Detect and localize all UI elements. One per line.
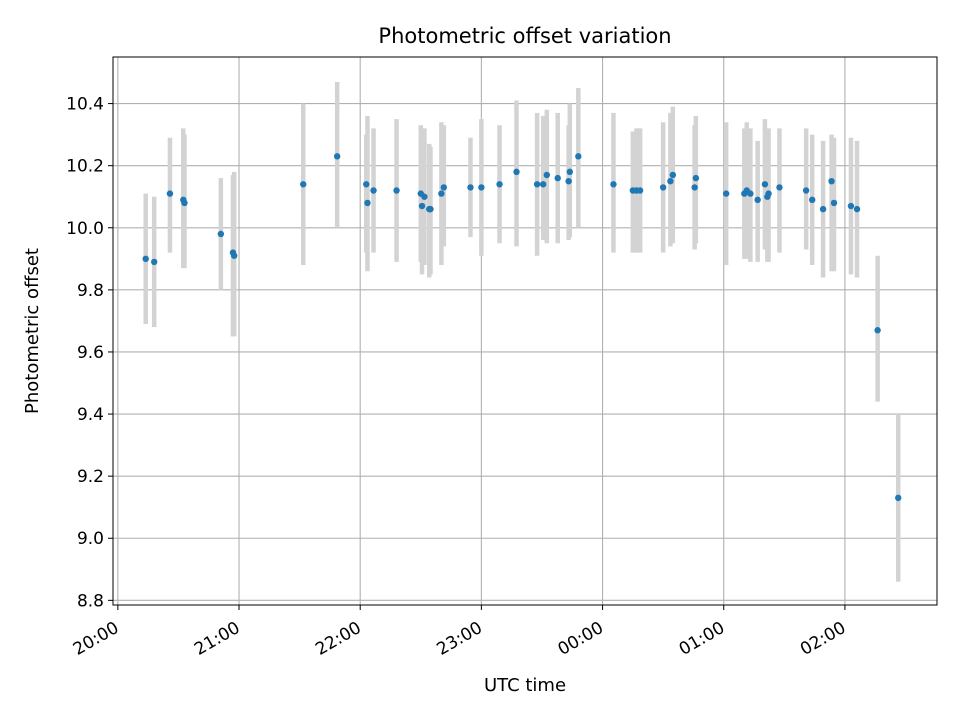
data-point [874,327,881,334]
data-point [333,153,341,160]
data-point [808,196,816,204]
data-point [166,190,174,197]
data-point [151,258,158,266]
y-axis-label: Photometric offset [22,248,43,414]
y-tick-label: 9.6 [77,343,104,363]
data-point [830,199,838,207]
data-point [554,174,561,182]
data-point [217,230,225,238]
data-point [496,181,503,188]
data-point [478,184,485,191]
data-point [853,205,861,213]
data-point [575,153,582,160]
data-point [421,193,428,200]
data-point [440,184,448,191]
grid-lines [113,57,937,605]
data-point [847,202,855,210]
data-point [565,177,572,185]
data-point [230,252,238,259]
y-tick-label: 8.8 [77,591,104,611]
y-tick-label: 10.4 [66,95,104,115]
y-tick-label: 9.0 [77,529,104,549]
data-point [659,184,667,191]
data-points [142,153,902,502]
y-tick-label: 9.8 [77,281,104,301]
data-point [610,181,617,188]
data-point [543,171,551,179]
plot-frame [112,56,938,606]
y-axis-ticks: 8.8 9.0 9.2 9.4 9.6 9.8 10.0 10.2 10.4 [66,95,113,611]
data-point [438,190,445,197]
data-point [765,190,772,197]
data-point [513,168,520,176]
data-point [427,205,434,213]
data-point [691,184,698,191]
data-point [300,181,307,188]
y-tick-label: 9.2 [77,467,104,487]
x-axis-label: UTC time [484,675,566,696]
data-point [722,190,730,197]
y-tick-label: 10.0 [66,219,104,239]
data-point [181,199,188,207]
data-point [539,181,547,188]
data-point [533,181,541,188]
data-point [692,174,700,182]
data-point [776,184,783,191]
data-point [418,202,426,210]
data-point [819,205,827,213]
data-point [142,255,149,263]
data-point [802,187,810,194]
data-point [370,187,377,194]
data-point [761,181,769,188]
data-point [828,177,835,185]
chart-title: Photometric offset variation [378,24,671,48]
data-point [467,184,474,191]
data-point [895,494,902,502]
y-tick-label: 10.2 [66,157,104,177]
data-point [667,177,674,185]
data-point [566,168,574,176]
data-point [363,181,370,188]
data-point [393,187,400,194]
data-point [669,171,677,179]
data-point [754,196,761,204]
data-point [636,187,644,194]
data-point [364,199,371,207]
y-tick-label: 9.4 [77,405,104,425]
data-point [747,190,754,197]
